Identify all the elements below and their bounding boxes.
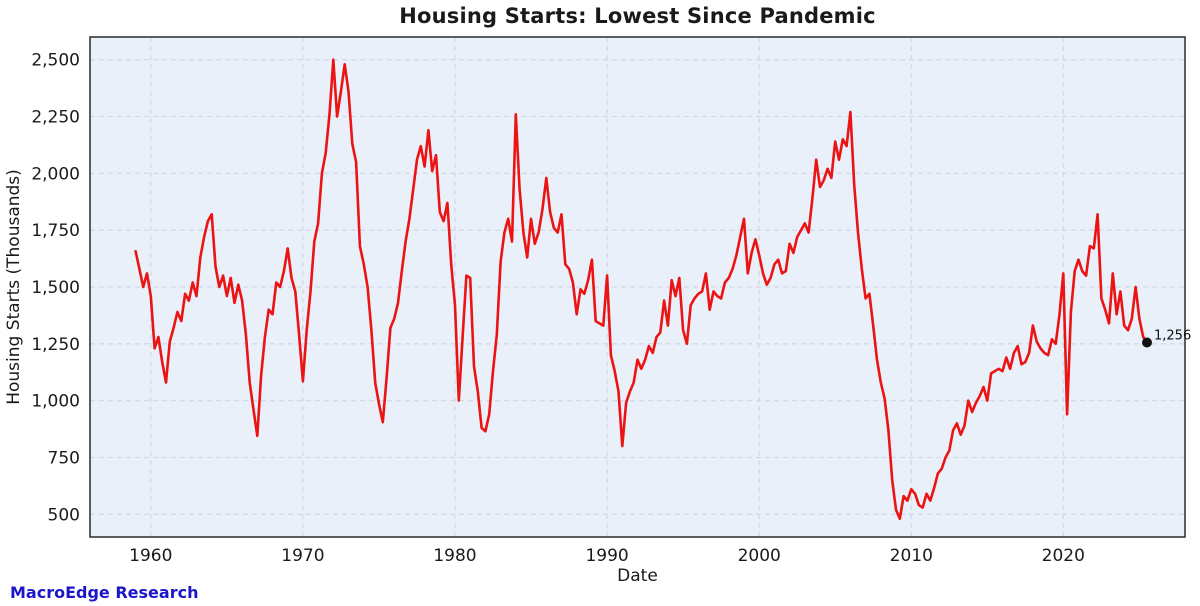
y-tick-label: 1,000 bbox=[31, 392, 80, 412]
plot-area: 1960 1970 1980 1990 2000 2010 2020 500 750 1,000 1… bbox=[4, 36, 1191, 586]
y-tick-label: 2,250 bbox=[31, 108, 80, 128]
x-tick-label: 2020 bbox=[1042, 546, 1085, 566]
x-tick-label: 1960 bbox=[129, 546, 172, 566]
x-tick-label: 1990 bbox=[585, 546, 628, 566]
y-tick-label: 2,500 bbox=[31, 51, 80, 71]
x-axis-label: Date bbox=[617, 566, 658, 586]
x-tick-label: 1970 bbox=[281, 546, 324, 566]
x-tick-label: 2010 bbox=[890, 546, 933, 566]
y-tick-label: 2,000 bbox=[31, 164, 80, 184]
plot-border bbox=[89, 36, 1186, 538]
y-tick-label: 1,500 bbox=[31, 278, 80, 298]
source-label: MacroEdge Research bbox=[10, 583, 199, 602]
y-tick-label: 1,750 bbox=[31, 221, 80, 241]
latest-value-annotation: 1,256 bbox=[1154, 329, 1191, 344]
housing-starts-line bbox=[134, 58, 1149, 521]
x-tick-label: 2000 bbox=[738, 546, 781, 566]
chart-title: Housing Starts: Lowest Since Pandemic bbox=[399, 4, 876, 28]
x-tick-label: 1980 bbox=[433, 546, 476, 566]
y-tick-label: 750 bbox=[48, 449, 80, 469]
y-axis-label: Housing Starts (Thousands) bbox=[4, 169, 24, 405]
latest-point-dot bbox=[1142, 337, 1152, 348]
y-tick-label: 1,250 bbox=[31, 335, 80, 355]
y-tick-label: 500 bbox=[48, 505, 80, 525]
